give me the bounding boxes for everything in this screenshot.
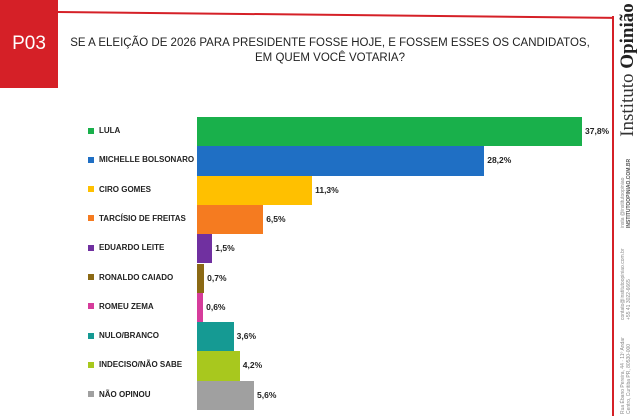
frame-right-line <box>612 16 614 416</box>
legend-item: MICHELLE BOLSONARO <box>88 155 194 164</box>
side-contact: contato@institutoopiniao.com.br +55 41 30… <box>620 248 632 320</box>
side-social: insta @institutoopiniao INSTITUTOOPINIAO.… <box>620 159 632 228</box>
category-label: RONALDO CAIADO <box>99 272 174 282</box>
category-label: MICHELLE BOLSONARO <box>99 155 195 165</box>
side-site: INSTITUTOOPINIAO.COM.BR <box>626 158 632 228</box>
data-label: 1,5% <box>215 243 235 254</box>
data-label: 28,2% <box>487 155 512 166</box>
legend-item: CIRO GOMES <box>88 185 151 194</box>
bar <box>197 292 204 323</box>
chart-title: SE A ELEIÇÃO DE 2026 PARA PRESIDENTE FOS… <box>70 37 590 64</box>
bar <box>197 146 485 176</box>
legend-item: ROMEU ZEMA <box>88 302 154 311</box>
legend-swatch <box>88 127 94 134</box>
legend-swatch <box>88 156 94 163</box>
legend-item: EDUARDO LEITE <box>88 243 164 252</box>
legend-swatch <box>88 274 94 280</box>
data-label: 5,6% <box>257 389 277 400</box>
frame-top-line <box>57 11 614 19</box>
bar <box>197 204 264 235</box>
data-label: 0,6% <box>206 301 226 312</box>
data-label: 6,5% <box>266 213 286 224</box>
bar <box>197 175 313 205</box>
data-label: 0,7% <box>207 272 227 283</box>
category-label: CIRO GOMES <box>99 184 152 194</box>
question-code: P03 <box>12 33 46 54</box>
data-label: 4,2% <box>242 360 263 371</box>
legend-swatch <box>88 391 94 398</box>
data-label: 11,3% <box>315 184 339 195</box>
data-label: 3,6% <box>236 331 257 342</box>
side-phone: +55 41 3022-6665 <box>626 279 632 320</box>
legend-swatch <box>88 215 94 222</box>
category-label: NULO/BRANCO <box>99 331 159 341</box>
category-label: ROMEU ZEMA <box>99 301 154 311</box>
question-code-badge: P03 <box>0 0 58 88</box>
legend-item: NULO/BRANCO <box>88 331 159 340</box>
category-label: TARCÍSIO DE FREITAS <box>99 213 186 223</box>
bar <box>197 263 205 293</box>
legend-swatch <box>88 361 94 368</box>
bar <box>197 380 255 410</box>
bar <box>197 351 240 381</box>
legend-item: TARCÍSIO DE FREITAS <box>88 214 186 223</box>
side-address-2: Centro, Curitiba PR, 80530-000 <box>626 343 632 414</box>
side-address: Rua Ébano Pereira, 44 · 11º Andar Centro,… <box>620 337 632 414</box>
category-label: INDECISO/NÃO SABE <box>99 360 183 370</box>
legend-item: INDECISO/NÃO SABE <box>88 360 182 369</box>
legend-item: NÃO OPINOU <box>88 390 151 399</box>
category-label: EDUARDO LEITE <box>99 243 165 253</box>
brand-name: Opinião <box>617 3 638 69</box>
bar <box>197 322 234 352</box>
legend-swatch <box>88 303 94 310</box>
category-label: NÃO OPINOU <box>99 389 151 399</box>
legend-swatch <box>88 186 94 193</box>
legend-item: RONALDO CAIADO <box>88 273 173 282</box>
bar <box>197 117 582 147</box>
brand-prefix: Instituto <box>617 68 638 137</box>
bar <box>197 234 213 264</box>
legend-swatch <box>88 244 94 251</box>
data-label: 37,8% <box>585 126 610 136</box>
legend-swatch <box>88 332 94 339</box>
category-label: LULA <box>99 126 121 135</box>
legend-item: LULA <box>88 126 120 135</box>
brand-logo: Instituto Opinião <box>616 0 640 140</box>
